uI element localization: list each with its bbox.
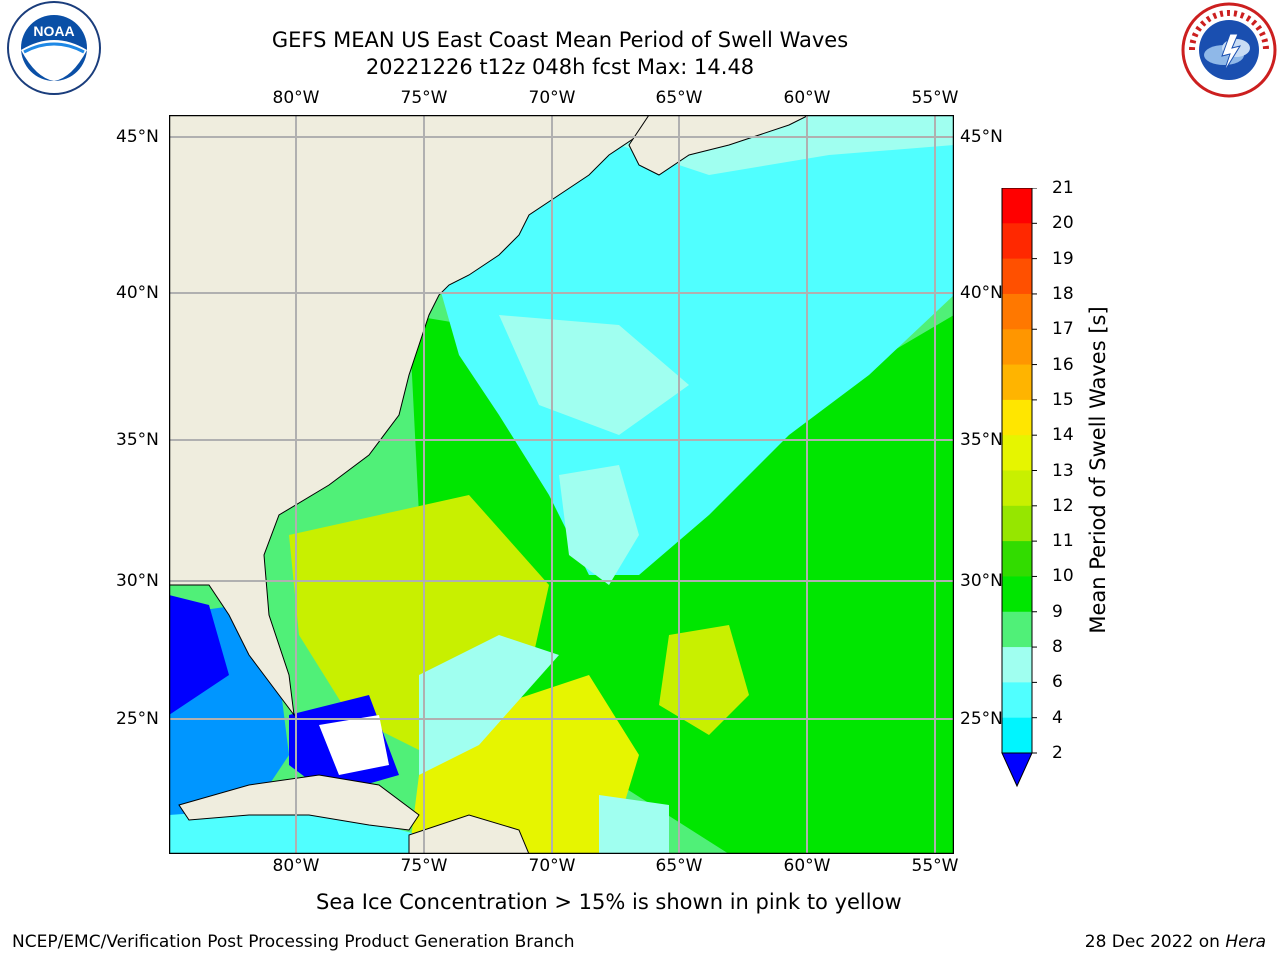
colorbar-tick-label: 6 xyxy=(1052,672,1063,693)
colorbar-band xyxy=(1002,505,1032,542)
land-us-east-coast xyxy=(169,115,660,717)
noaa-logo-text: NOAA xyxy=(33,23,74,39)
lon-label-bottom: 80°W xyxy=(272,856,320,876)
colorbar-label: Mean Period of Swell Waves [s] xyxy=(1086,306,1110,634)
lat-label-left: 45°N xyxy=(116,127,159,147)
colorbar-tick-label: 17 xyxy=(1052,319,1074,340)
swell-zone-9s-south xyxy=(599,795,669,854)
colorbar-band xyxy=(1002,576,1032,613)
colorbar-tick-label: 15 xyxy=(1052,389,1074,410)
swell-zone-9s-center xyxy=(559,465,639,585)
colorbar-tick-label: 19 xyxy=(1052,248,1074,269)
colorbar-tick-label: 21 xyxy=(1052,178,1074,198)
colorbar-tick-label: 18 xyxy=(1052,283,1074,304)
bahamas-shallow-mask xyxy=(319,715,389,775)
colorbar-band xyxy=(1002,258,1032,295)
lat-label-right: 35°N xyxy=(960,430,1003,450)
colorbar-tick-label: 11 xyxy=(1052,531,1074,552)
colorbar-tick-label: 2 xyxy=(1052,743,1063,763)
lon-label-top: 60°W xyxy=(783,88,831,108)
colorbar-band xyxy=(1002,223,1032,260)
lat-label-right: 25°N xyxy=(960,709,1003,729)
land-maritimes xyxy=(628,115,810,176)
lat-label-right: 30°N xyxy=(960,571,1003,591)
gulf-very-low-period xyxy=(169,595,229,715)
colorbar-band xyxy=(1002,682,1032,719)
graticule xyxy=(169,115,954,854)
lon-label-bottom: 65°W xyxy=(655,856,703,876)
colorbar-tick-label: 20 xyxy=(1052,213,1074,234)
lon-label-bottom: 55°W xyxy=(911,856,959,876)
colorbar-tick-label: 10 xyxy=(1052,566,1074,587)
colorbar-tick-label: 16 xyxy=(1052,354,1074,375)
lat-label-left: 40°N xyxy=(116,283,159,303)
sea-ice-note: Sea Ice Concentration > 15% is shown in … xyxy=(316,890,902,914)
colorbar-tick-label: 9 xyxy=(1052,601,1063,622)
footer-date-text: 28 Dec 2022 on xyxy=(1084,932,1220,952)
footer-host: Hera xyxy=(1225,932,1266,952)
colorbar-band xyxy=(1002,611,1032,648)
swell-zone-9s-southwest xyxy=(419,635,559,775)
footer-date: 28 Dec 2022 on Hera xyxy=(1085,932,1266,952)
colorbar-band xyxy=(1002,435,1032,471)
lon-label-top: 65°W xyxy=(655,88,703,108)
colorbar-band xyxy=(1002,470,1032,507)
lon-label-top: 75°W xyxy=(400,88,448,108)
lat-label-right: 40°N xyxy=(960,283,1003,303)
colorbar-band xyxy=(1002,293,1032,330)
colorbar-tick-label: 8 xyxy=(1052,637,1063,658)
noaa-logo: NOAA xyxy=(7,1,101,95)
chart-title: GEFS MEAN US East Coast Mean Period of S… xyxy=(271,28,849,52)
lon-label-bottom: 75°W xyxy=(400,856,448,876)
swell-zone-9s-band xyxy=(499,315,689,435)
lon-label-bottom: 70°W xyxy=(528,856,576,876)
colorbar-band xyxy=(1002,541,1032,577)
swell-zone-8s-north xyxy=(439,135,954,575)
lon-label-top: 55°W xyxy=(911,88,959,108)
colorbar-extend-arrow xyxy=(1001,752,1033,788)
colorbar-tick-label: 13 xyxy=(1052,460,1074,481)
caribbean-low-period xyxy=(169,805,429,854)
nws-logo xyxy=(1181,2,1277,98)
lon-label-top: 80°W xyxy=(272,88,320,108)
colorbar-band xyxy=(1002,364,1032,401)
land-hispaniola xyxy=(408,814,530,854)
lon-label-bottom: 60°W xyxy=(783,856,831,876)
colorbar-band xyxy=(1002,399,1032,436)
colorbar xyxy=(1001,188,1037,788)
colorbar-tick-label: 12 xyxy=(1052,495,1074,516)
colorbar-band xyxy=(1002,717,1032,754)
lat-label-left: 25°N xyxy=(116,709,159,729)
lat-label-left: 30°N xyxy=(116,571,159,591)
swell-period-map xyxy=(169,115,954,854)
colorbar-band xyxy=(1002,647,1032,683)
chart-subtitle: 20221226 t12z 048h fcst Max: 14.48 xyxy=(365,55,755,79)
lat-label-right: 45°N xyxy=(960,127,1003,147)
lat-label-left: 35°N xyxy=(116,430,159,450)
footer-credit: NCEP/EMC/Verification Post Processing Pr… xyxy=(12,932,575,952)
map-frame xyxy=(169,115,954,854)
colorbar-band xyxy=(1002,188,1032,224)
colorbar-tick-label: 14 xyxy=(1052,425,1074,446)
colorbar-band xyxy=(1002,329,1032,366)
lon-label-top: 70°W xyxy=(528,88,576,108)
colorbar-tick-label: 4 xyxy=(1052,707,1063,728)
swell-zone-13s-central xyxy=(659,625,749,735)
